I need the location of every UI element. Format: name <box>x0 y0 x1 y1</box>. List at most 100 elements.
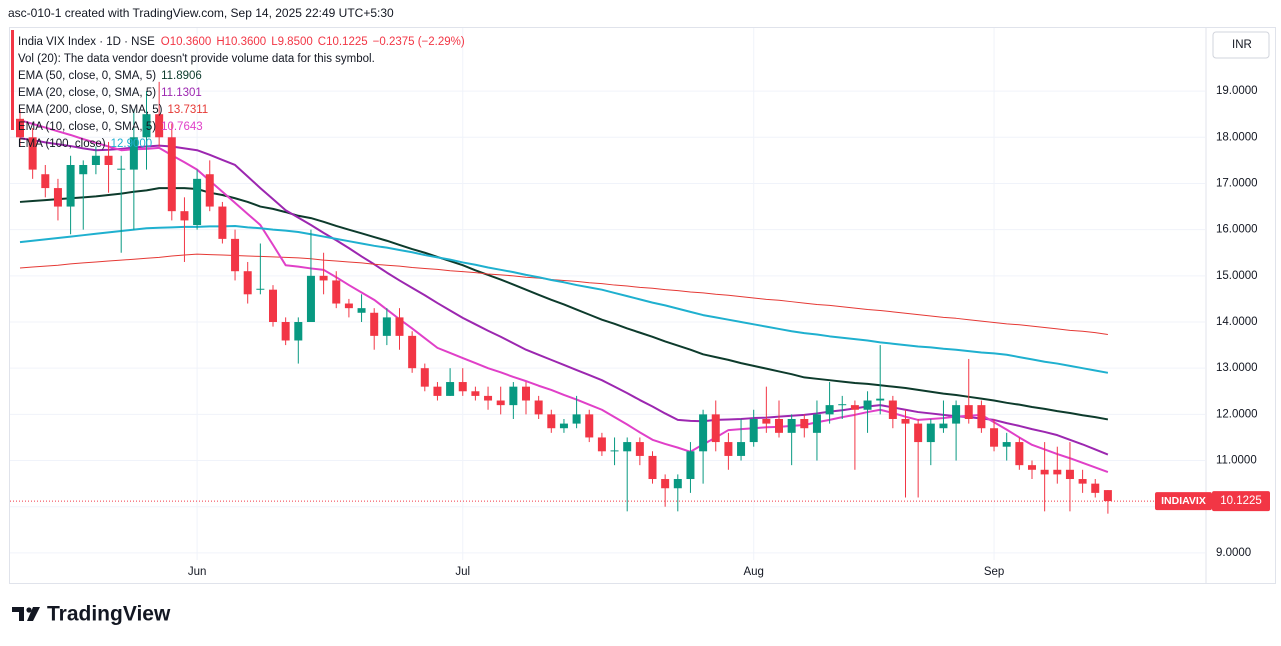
candle-body <box>964 405 973 419</box>
price-tag-name: INDIAVIX <box>1161 495 1206 507</box>
ema-line <box>19 137 1109 456</box>
candle-body <box>838 404 847 406</box>
chart-frame <box>9 27 1276 584</box>
header-title: asc-010-1 created with TradingView.com, … <box>8 6 394 20</box>
legend-symbol: India VIX Index · 1D · NSE <box>18 36 155 48</box>
legend-series-value: 12.9000 <box>111 138 153 150</box>
candle-body <box>699 414 708 452</box>
legend-ohlc: O10.3600 <box>161 36 212 48</box>
candle-body <box>484 395 493 401</box>
candle-body <box>193 178 202 226</box>
y-tick-label: 11.0000 <box>1216 455 1257 467</box>
y-tick-label: 13.0000 <box>1216 362 1258 374</box>
legend-ohlc: −0.2375 (−2.29%) <box>373 36 465 48</box>
y-tick-label: 16.0000 <box>1216 224 1258 236</box>
x-tick-label: Sep <box>984 566 1004 578</box>
candle-body <box>496 400 505 406</box>
candle-body <box>256 288 265 290</box>
candle-body <box>522 386 530 401</box>
candle-body <box>332 280 341 304</box>
candle-body <box>952 405 961 424</box>
logo-slash <box>27 607 40 621</box>
legend-series-name: EMA (20, close, 0, SMA, 5) <box>18 87 156 99</box>
legend-series-value: 11.1301 <box>161 87 202 99</box>
candle-body <box>41 174 50 189</box>
x-tick-label: Jul <box>455 566 470 578</box>
candle-body <box>863 400 872 410</box>
candle-body <box>762 418 771 424</box>
candle-body <box>79 164 88 175</box>
candle-body <box>357 308 366 313</box>
candle-body <box>825 405 834 415</box>
candle-body <box>155 114 164 138</box>
candle-body <box>370 312 379 336</box>
candle-body <box>1028 465 1036 470</box>
y-tick-label: 9.0000 <box>1216 547 1251 559</box>
x-tick-label: Aug <box>743 566 763 578</box>
price-tag-value-box <box>1212 491 1270 512</box>
currency-box[interactable] <box>1212 31 1270 59</box>
brand-logo: TradingView <box>12 603 171 626</box>
candle-body <box>648 455 657 480</box>
candle-body <box>990 428 999 447</box>
plot: 9.000010.000011.000012.000013.000014.000… <box>10 28 1270 578</box>
legend-volume-note: Vol (20): The data vendor doesn't provid… <box>18 53 375 65</box>
candle-body <box>1040 469 1049 475</box>
candle-body <box>382 317 391 336</box>
legend-series-name: EMA (10, close, 0, SMA, 5) <box>18 121 156 133</box>
candle-body <box>850 405 859 410</box>
legend-series-name: EMA (100, close) <box>18 138 106 150</box>
candle-body <box>104 155 113 165</box>
y-tick-label: 18.0000 <box>1216 131 1258 143</box>
candle-body <box>1002 442 1011 447</box>
candle-body <box>673 479 682 489</box>
candle-body <box>876 398 885 401</box>
candle-body <box>142 114 151 138</box>
ema-line <box>19 187 1109 421</box>
candle-body <box>231 238 240 272</box>
x-tick-label: Jun <box>188 566 207 578</box>
candle-body <box>471 391 480 396</box>
candle-body <box>117 168 126 170</box>
candle-body <box>446 382 455 396</box>
candle-body <box>218 206 227 239</box>
candle-body <box>749 418 758 443</box>
y-tick-label: 15.0000 <box>1216 270 1258 282</box>
candle-body <box>1065 469 1074 480</box>
candle-body <box>775 418 783 433</box>
logo-dot <box>26 607 32 613</box>
candle-body <box>534 400 543 415</box>
candle-body <box>319 275 328 281</box>
candle-body <box>635 442 644 456</box>
legend-series-value: 11.8906 <box>161 70 202 82</box>
candle-body <box>812 414 821 433</box>
currency-label: INR <box>1232 39 1252 51</box>
candle-body <box>269 289 277 323</box>
candle-body <box>610 450 619 452</box>
candle-body <box>129 137 138 170</box>
candle-body <box>623 442 632 452</box>
candle-body <box>787 418 796 433</box>
candle-body <box>16 118 24 138</box>
candle-body <box>433 386 442 396</box>
candle-body <box>281 322 290 341</box>
candle-body <box>180 211 189 221</box>
legend-series-name: EMA (50, close, 0, SMA, 5) <box>18 70 156 82</box>
candle-body <box>205 174 214 207</box>
brand-name: TradingView <box>47 603 171 626</box>
candle-body <box>408 335 417 369</box>
candle-body <box>888 400 897 419</box>
candle-body <box>572 414 581 424</box>
candle-body <box>1078 479 1087 484</box>
candle-body <box>66 164 75 207</box>
ema-line <box>19 119 1109 474</box>
candle-body <box>585 414 594 438</box>
candle-body <box>1053 469 1062 475</box>
legend: India VIX Index · 1D · NSE O10.3600 H10.36… <box>11 30 465 150</box>
candle-body <box>914 423 923 443</box>
ema-line <box>19 253 1108 335</box>
candle-body <box>306 275 315 323</box>
legend-series-value: 10.7643 <box>161 121 203 133</box>
